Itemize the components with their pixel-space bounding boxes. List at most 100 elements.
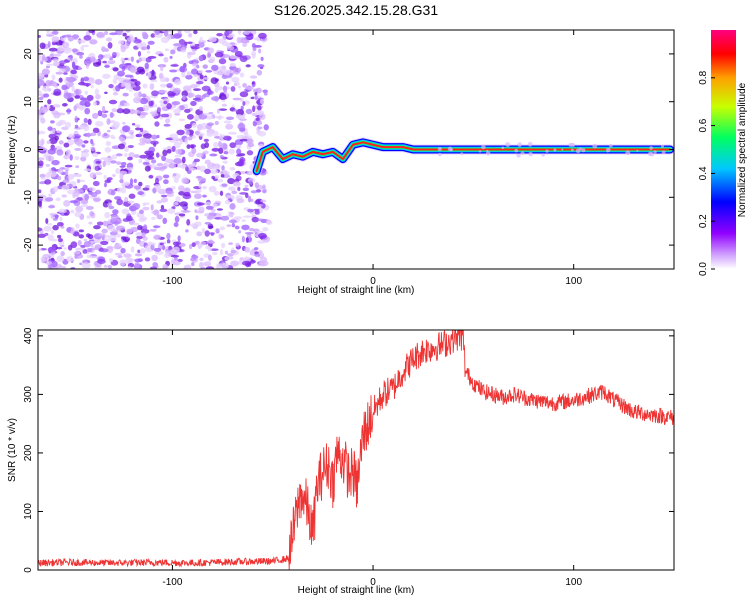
spectrogram-noise-speck: [166, 239, 171, 244]
spectrogram-noise-speck: [198, 41, 205, 48]
spectrogram-noise-speck: [179, 201, 189, 208]
spectrogram-noise-speck: [97, 233, 106, 237]
spectrogram-noise-speck: [126, 167, 134, 171]
spectrogram-noise-speck: [242, 101, 246, 106]
spectrogram-noise-speck: [236, 198, 245, 204]
spectrogram-noise-speck: [214, 86, 219, 93]
spectrogram-noise-speck: [139, 216, 148, 221]
spectrogram-noise-speck: [38, 200, 43, 207]
spectrogram-noise-speck: [236, 148, 242, 155]
spectrogram-track-speck: [649, 146, 653, 150]
spectrogram-noise-speck: [129, 133, 135, 140]
spectrogram-noise-speck: [162, 174, 170, 179]
spectrogram-noise-speck: [230, 186, 236, 192]
spectrogram-noise-speck: [90, 138, 94, 145]
spectrogram-noise-speck: [45, 218, 49, 224]
spectrogram-noise-speck: [190, 100, 197, 107]
spectrogram-noise-speck: [125, 30, 131, 33]
spectrogram-noise-speck: [90, 146, 96, 152]
spectrogram-noise-speck: [119, 137, 126, 143]
spectrogram-noise-speck: [247, 262, 252, 267]
spectrogram-noise-speck: [111, 154, 118, 160]
spectrogram-noise-speck: [211, 175, 215, 180]
spectrogram-noise-speck: [179, 105, 185, 111]
spectrogram-track-speck: [571, 143, 575, 147]
spectrogram-noise-speck: [235, 108, 245, 116]
spectrogram-track-speck: [485, 151, 491, 156]
spectrogram-noise-speck: [166, 148, 172, 154]
spectrogram-noise-speck: [208, 232, 216, 235]
spectrogram-noise-speck: [72, 134, 82, 139]
spectrogram-noise-speck: [156, 134, 160, 139]
spectrogram-noise-speck: [200, 241, 207, 246]
spectrogram-noise-speck: [182, 210, 191, 213]
spectrogram-noise-speck: [174, 113, 181, 116]
spectrogram-noise-speck: [89, 39, 98, 45]
spectrogram-track-speck: [592, 143, 598, 149]
spectrogram-noise-speck: [211, 96, 220, 101]
spectrogram-noise-speck: [172, 87, 181, 94]
spectrogram-track-speck: [561, 148, 564, 151]
spectrogram-noise-speck: [55, 104, 61, 108]
spectrogram-noise-speck: [187, 51, 196, 56]
spectrogram-noise-speck: [151, 254, 158, 261]
spectrogram-noise-speck: [150, 33, 156, 38]
spectrogram-noise-speck: [43, 93, 50, 98]
spectrogram-noise-speck: [132, 222, 140, 226]
spectrogram-noise-speck: [163, 123, 171, 127]
spectrogram-noise-speck: [117, 143, 126, 150]
spectrogram-noise-speck: [39, 42, 46, 50]
spectrogram-noise-speck: [44, 197, 54, 202]
spectrogram-noise-speck: [244, 246, 251, 253]
spectrogram-noise-speck: [137, 191, 144, 196]
spectrogram-noise-speck: [248, 227, 255, 232]
spectrogram-noise-speck: [109, 32, 118, 36]
spectrogram-noise-speck: [110, 215, 120, 221]
spectrogram-noise-speck: [65, 169, 69, 177]
spectrogram-noise-speck: [71, 48, 78, 53]
spectrogram-noise-speck: [213, 130, 219, 138]
spectrogram-noise-speck: [51, 36, 60, 43]
spectrogram-noise-speck: [148, 242, 157, 246]
spectrogram-noise-speck: [120, 161, 127, 166]
spectrogram-noise-speck: [225, 81, 230, 85]
spectrogram-noise-speck: [179, 65, 186, 73]
spectrogram-noise-speck: [171, 136, 179, 140]
spectrogram-noise-speck: [141, 46, 145, 50]
spectrogram-noise-speck: [38, 139, 43, 146]
spectrogram-noise-speck: [97, 110, 103, 117]
spectrogram-noise-speck: [93, 61, 101, 67]
spectrogram-noise-speck: [163, 56, 169, 63]
spectrogram-noise-speck: [52, 239, 58, 242]
spectrogram-noise-speck: [153, 247, 162, 252]
spectrogram-noise-speck: [141, 232, 146, 239]
spectrogram-noise-speck: [205, 205, 214, 210]
spectrogram-noise-speck: [141, 93, 147, 98]
spectrogram-noise-speck: [80, 156, 87, 162]
spectrogram-noise-speck: [63, 199, 71, 207]
spectrogram-noise-speck: [155, 152, 160, 158]
spectrogram-noise-speck: [38, 227, 43, 232]
spectrogram-noise-speck: [204, 230, 210, 237]
spectrogram-noise-speck: [242, 187, 250, 192]
spectrogram-noise-speck: [225, 123, 234, 130]
spectrogram-noise-speck: [104, 65, 111, 68]
spectrogram-noise-speck: [181, 156, 186, 164]
spectrogram-noise-speck: [132, 109, 141, 115]
spectrogram-noise-speck: [42, 54, 46, 61]
spectrogram-noise-speck: [259, 113, 266, 120]
spectrogram-noise-speck: [138, 158, 143, 164]
colorbar-gradient: [711, 30, 736, 269]
spectrogram-noise-speck: [194, 130, 200, 135]
spectrogram-noise-speck: [203, 113, 210, 116]
spectrogram-noise-speck: [52, 58, 59, 63]
spectrogram-noise-speck: [150, 140, 159, 145]
spectrogram-noise-speck: [230, 260, 240, 267]
spectrogram-noise-speck: [160, 204, 165, 210]
spectrogram-noise-speck: [173, 157, 182, 165]
spectrogram-noise-speck: [134, 258, 143, 263]
spectrogram-noise-speck: [73, 137, 80, 142]
spectrogram-noise-speck: [237, 160, 245, 167]
spectrogram-noise-speck: [109, 160, 117, 164]
snr-ylabel: SNR (10 * v/v): [7, 418, 18, 482]
